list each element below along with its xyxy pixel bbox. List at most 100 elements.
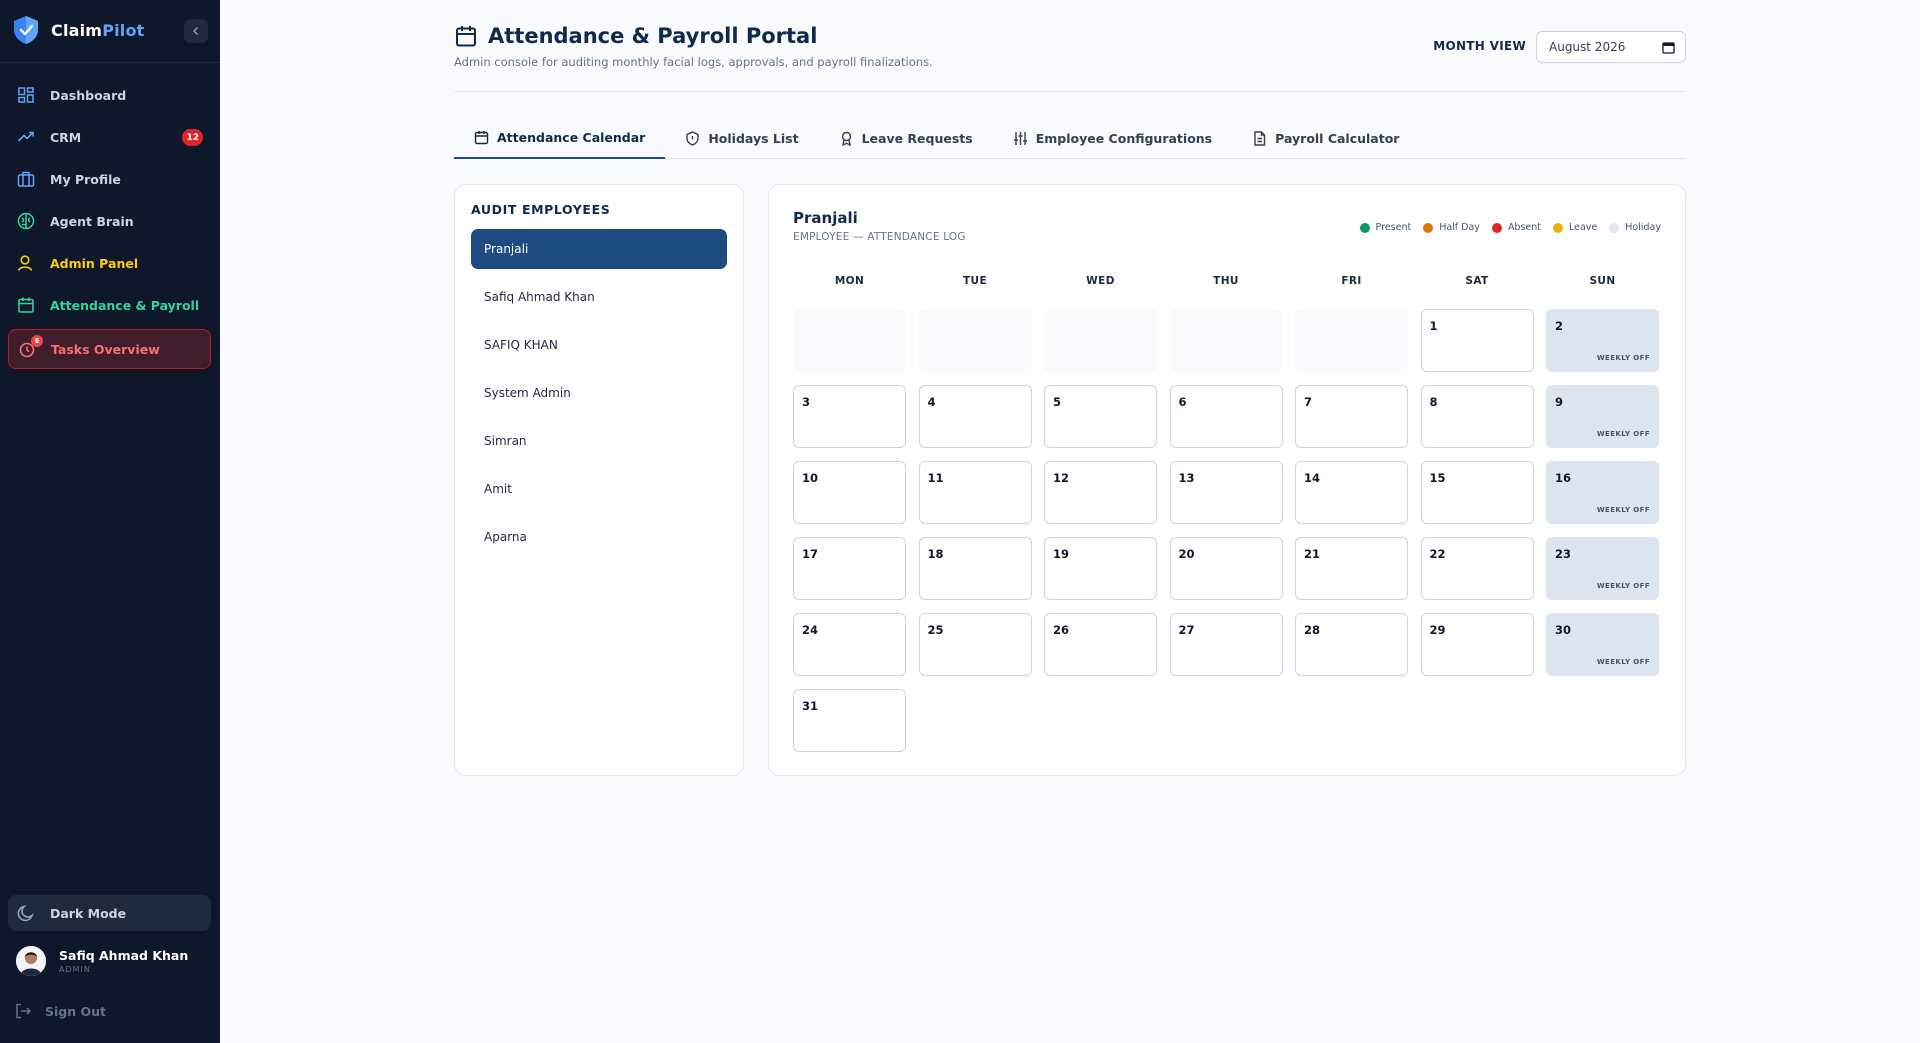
calendar-day-cell[interactable]: 9 WEEKLY OFF xyxy=(1546,385,1659,448)
weekday-header: FRI xyxy=(1341,275,1362,287)
day-number: 18 xyxy=(927,547,944,561)
sidebar-item-crm[interactable]: CRM 12 xyxy=(8,120,211,154)
legend-present: Present xyxy=(1359,222,1411,233)
tab-attendance-calendar[interactable]: Attendance Calendar xyxy=(454,118,666,159)
collapse-sidebar-button[interactable] xyxy=(184,19,208,43)
calendar-day-cell[interactable]: 11 xyxy=(918,461,1032,524)
sidebar-item-admin-panel[interactable]: Admin Panel xyxy=(8,246,211,280)
calendar-day-cell[interactable]: 22 xyxy=(1420,537,1534,600)
weekday-header: MON xyxy=(834,275,865,287)
calendar-day-cell[interactable]: 18 xyxy=(918,537,1032,600)
calendar-day-cell[interactable]: 15 xyxy=(1420,461,1534,524)
shield-icon xyxy=(685,131,700,146)
user-role: ADMIN xyxy=(59,965,91,974)
day-number: 31 xyxy=(802,699,819,713)
calendar-day-cell[interactable]: 12 xyxy=(1044,461,1157,524)
weekday-header: TUE xyxy=(962,275,988,287)
employee-item[interactable]: SAFIQ KHAN xyxy=(484,338,558,352)
calendar-empty-cell xyxy=(1044,309,1157,372)
user-profile[interactable]: Safiq Ahmad Khan ADMIN xyxy=(16,946,188,976)
tab-bar: Attendance Calendar Holidays List Leave … xyxy=(454,118,1686,159)
calendar-day-cell[interactable]: 5 xyxy=(1044,385,1157,448)
employee-item[interactable]: Safiq Ahmad Khan xyxy=(484,290,595,304)
calendar-day-cell[interactable]: 14 xyxy=(1295,461,1408,524)
calendar-day-cell[interactable]: 6 xyxy=(1169,385,1283,448)
day-number: 10 xyxy=(802,471,819,485)
calendar-employee-name: Pranjali xyxy=(793,209,858,227)
calendar-day-cell[interactable]: 28 xyxy=(1295,613,1408,676)
calendar-day-cell[interactable]: 24 xyxy=(793,613,906,676)
calendar-icon xyxy=(474,130,489,145)
tab-leave-requests[interactable]: Leave Requests xyxy=(819,118,993,159)
moon-icon xyxy=(16,903,36,923)
page-subtitle: Admin console for auditing monthly facia… xyxy=(454,55,933,69)
calendar-icon xyxy=(16,295,36,315)
calendar-day-cell[interactable]: 19 xyxy=(1044,537,1157,600)
legend-half-day: Half Day xyxy=(1423,222,1480,233)
employee-item[interactable]: Amit xyxy=(484,482,512,496)
sidebar-item-agent-brain[interactable]: Agent Brain xyxy=(8,204,211,238)
calendar-day-cell[interactable]: 23 WEEKLY OFF xyxy=(1546,537,1659,600)
user-icon xyxy=(16,253,36,273)
day-number: 2 xyxy=(1555,319,1564,333)
day-number: 6 xyxy=(1178,395,1187,409)
tab-payroll-calculator[interactable]: Payroll Calculator xyxy=(1232,118,1419,159)
calendar-day-cell[interactable]: 21 xyxy=(1295,537,1408,600)
legend-dot xyxy=(1359,222,1370,233)
calendar-day-cell[interactable]: 16 WEEKLY OFF xyxy=(1546,461,1659,524)
day-number: 4 xyxy=(927,395,936,409)
calendar-day-cell[interactable]: 26 xyxy=(1044,613,1157,676)
sidebar-item-label: Tasks Overview xyxy=(51,341,160,357)
sidebar-item-attendance-payroll[interactable]: Attendance & Payroll xyxy=(8,288,211,322)
calendar-day-cell[interactable]: 25 xyxy=(918,613,1032,676)
tab-label: Leave Requests xyxy=(861,131,973,146)
employee-item[interactable]: Aparna xyxy=(484,530,527,544)
shield-logo-icon xyxy=(14,16,38,44)
brand[interactable]: ClaimPilot xyxy=(12,14,145,46)
calendar-day-cell[interactable]: 8 xyxy=(1420,385,1534,448)
sidebar-item-dashboard[interactable]: Dashboard xyxy=(8,78,211,112)
day-number: 29 xyxy=(1429,623,1446,637)
employee-item[interactable]: System Admin xyxy=(484,386,571,400)
legend-holiday: Holiday xyxy=(1609,222,1661,233)
sidebar: ClaimPilot Dashboard CRM 12 My Profile A… xyxy=(0,0,220,1043)
employee-item[interactable]: Pranjali xyxy=(471,229,727,269)
calendar-day-cell[interactable]: 20 xyxy=(1169,537,1283,600)
calendar-day-cell[interactable]: 31 xyxy=(793,689,906,752)
user-name: Safiq Ahmad Khan xyxy=(59,948,189,963)
employee-item[interactable]: Simran xyxy=(484,434,527,448)
calendar-day-cell[interactable]: 13 xyxy=(1169,461,1283,524)
month-picker[interactable]: August 2026 xyxy=(1536,31,1686,63)
calendar-day-cell[interactable]: 17 xyxy=(793,537,906,600)
day-number: 5 xyxy=(1053,395,1062,409)
calendar-day-cell[interactable]: 7 xyxy=(1295,385,1408,448)
page-header: Attendance & Payroll Portal Admin consol… xyxy=(454,24,1686,92)
calendar-icon xyxy=(456,26,476,47)
legend-dot xyxy=(1553,222,1564,233)
sign-out-button[interactable]: Sign Out xyxy=(14,1002,106,1020)
calendar-day-cell[interactable]: 4 xyxy=(918,385,1032,448)
tab-holidays-list[interactable]: Holidays List xyxy=(665,118,818,159)
dark-mode-toggle[interactable]: Dark Mode xyxy=(8,895,211,931)
weekly-off-label: WEEKLY OFF xyxy=(1596,430,1650,438)
calendar-day-cell[interactable]: 3 xyxy=(793,385,906,448)
calendar-day-cell[interactable]: 29 xyxy=(1420,613,1534,676)
tab-label: Employee Configurations xyxy=(1035,131,1213,146)
month-view-label: MONTH VIEW xyxy=(1433,39,1526,53)
calendar-day-cell[interactable]: 1 xyxy=(1420,309,1534,372)
calendar-day-cell[interactable]: 10 xyxy=(793,461,906,524)
sidebar-item-tasks-overview[interactable]: 6 Tasks Overview xyxy=(8,329,211,369)
calendar-day-cell[interactable]: 2 WEEKLY OFF xyxy=(1546,309,1659,372)
tab-employee-configurations[interactable]: Employee Configurations xyxy=(993,118,1232,159)
calendar-empty-cell xyxy=(918,309,1032,372)
calendar-picker-icon[interactable] xyxy=(1662,41,1675,54)
day-number: 7 xyxy=(1304,395,1313,409)
sign-out-label: Sign Out xyxy=(45,1003,106,1019)
sidebar-item-my-profile[interactable]: My Profile xyxy=(8,162,211,196)
dark-mode-label: Dark Mode xyxy=(50,905,127,921)
tab-label: Payroll Calculator xyxy=(1275,131,1400,146)
attendance-calendar-panel: Pranjali EMPLOYEE — ATTENDANCE LOG Prese… xyxy=(768,184,1686,776)
day-number: 24 xyxy=(802,623,819,637)
calendar-day-cell[interactable]: 27 xyxy=(1169,613,1283,676)
calendar-day-cell[interactable]: 30 WEEKLY OFF xyxy=(1546,613,1659,676)
